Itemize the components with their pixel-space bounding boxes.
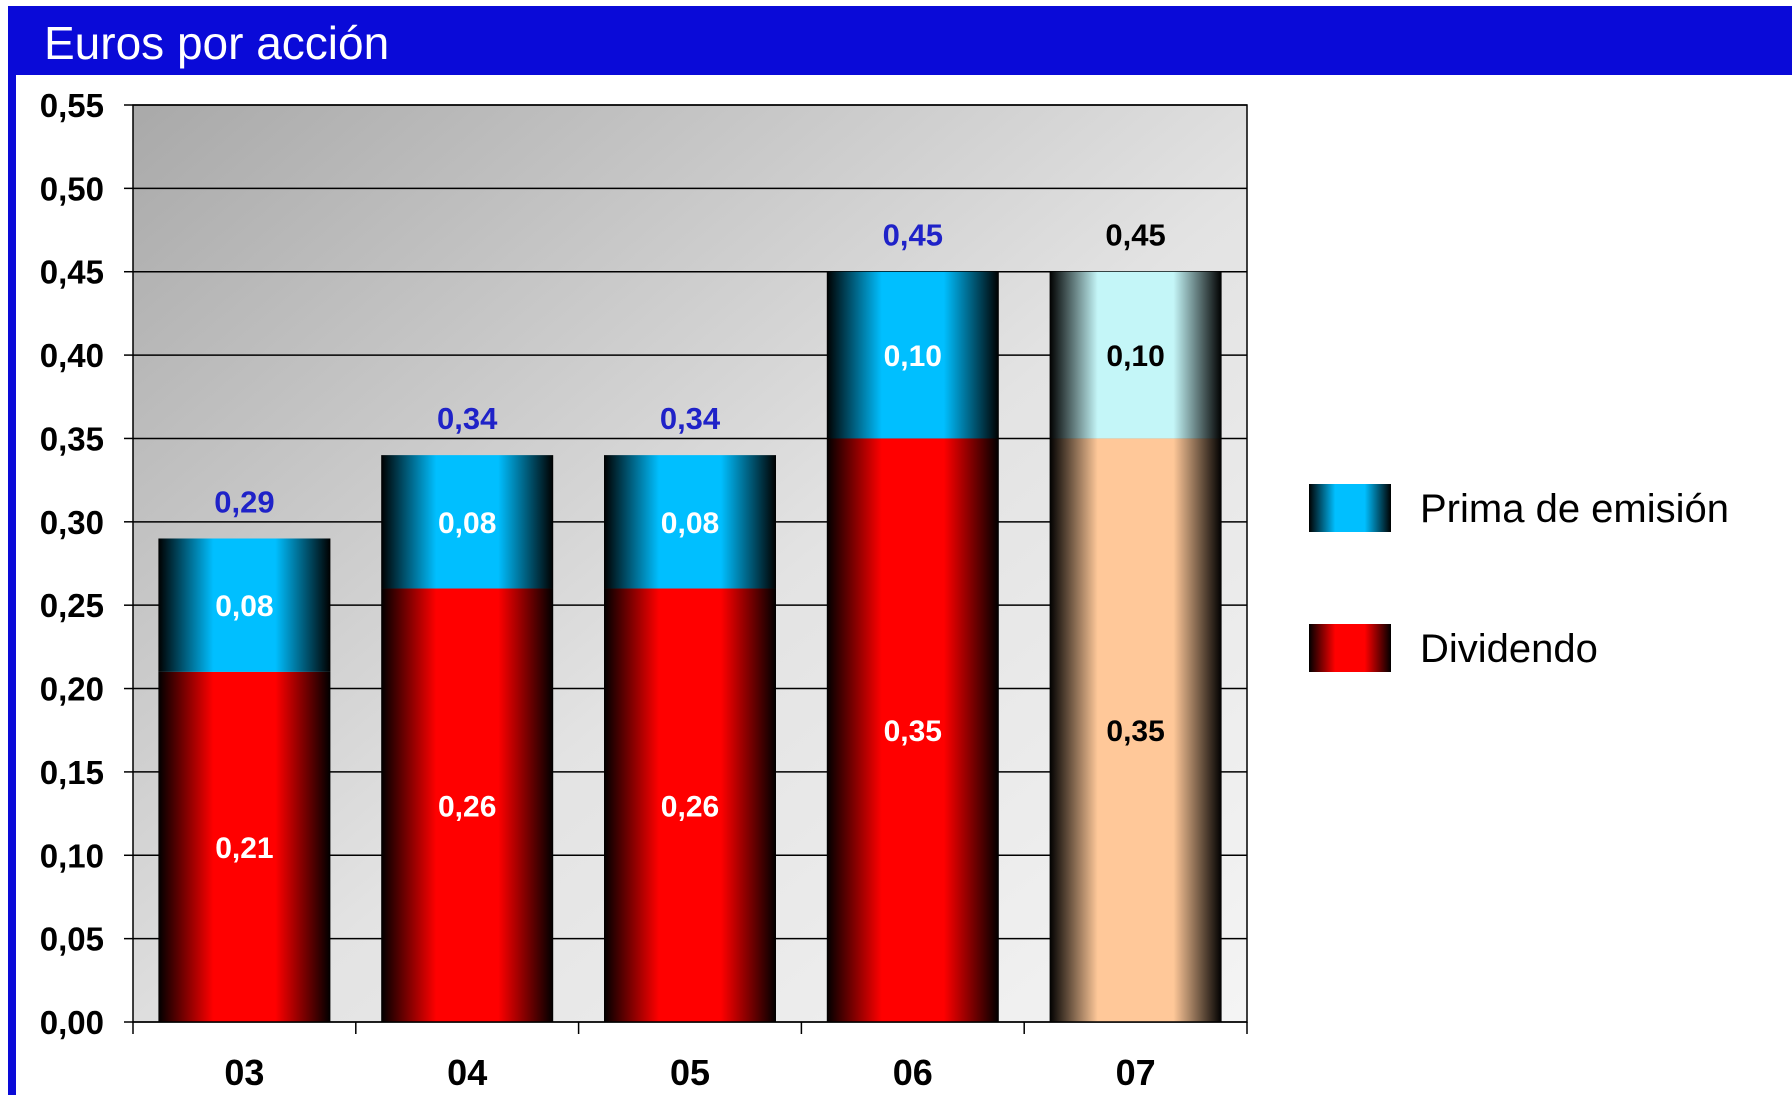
plot-border: [132, 104, 1248, 1023]
data-label-prima: 0,08: [215, 590, 273, 623]
x-category-label: 05: [670, 1052, 710, 1093]
bar-prima-de-emision: [604, 455, 776, 589]
legend: Prima de emisión Dividendo: [1309, 484, 1729, 672]
bar-prima-de-emision: [1049, 271, 1222, 439]
y-tick-label: 0,30: [40, 504, 104, 541]
bar-dividendo: [158, 671, 331, 1022]
y-tick-label: 0,20: [40, 671, 104, 708]
y-tick-label: 0,50: [40, 170, 104, 207]
data-label-total: 0,34: [660, 401, 721, 436]
x-category-label: 03: [224, 1052, 264, 1093]
bar-dividendo: [381, 588, 554, 1022]
data-label-dividendo: 0,35: [884, 715, 942, 748]
page-title: Euros por acción: [44, 17, 390, 69]
data-label-total: 0,29: [214, 484, 274, 519]
data-label-total: 0,45: [1105, 218, 1165, 253]
data-label-dividendo: 0,26: [661, 790, 719, 823]
data-label-prima: 0,10: [884, 340, 942, 373]
data-label-dividendo: 0,21: [215, 832, 273, 865]
title-bar: Euros por acción: [8, 6, 1792, 75]
bar-dividendo: [826, 438, 999, 1022]
legend-label: Dividendo: [1420, 627, 1598, 671]
legend-label: Prima de emisión: [1420, 487, 1729, 531]
y-tick-label: 0,55: [40, 87, 104, 124]
y-tick-label: 0,10: [40, 837, 104, 874]
y-tick-label: 0,45: [40, 254, 104, 291]
data-label-total: 0,34: [437, 401, 498, 436]
y-tick-label: 0,35: [40, 420, 104, 457]
data-label-dividendo: 0,35: [1106, 715, 1164, 748]
data-label-prima: 0,10: [1106, 340, 1164, 373]
bar-dividendo: [1049, 438, 1222, 1022]
data-labels: 0,21 0,08 0,29 0,26 0,08 0,34 0,26 0,08 0,34 0,35…: [214, 218, 1166, 865]
y-tick-label: 0,05: [40, 921, 104, 958]
data-label-prima: 0,08: [661, 507, 719, 540]
x-category-label: 04: [447, 1052, 487, 1093]
bar-dividendo: [604, 588, 776, 1022]
y-tick-label: 0,25: [40, 587, 104, 624]
legend-swatch: [1309, 484, 1391, 532]
data-label-dividendo: 0,26: [438, 790, 496, 823]
bars: [158, 271, 1222, 1022]
y-tick-label: 0,40: [40, 337, 104, 374]
y-tick-label: 0,15: [40, 754, 104, 791]
bar-prima-de-emision: [158, 538, 331, 672]
bar-prima-de-emision: [826, 271, 999, 439]
bar-prima-de-emision: [381, 455, 554, 589]
axes: 0,00 0,05 0,10 0,15 0,20 0,25 0,30 0,35 0,40 0,45…: [40, 87, 1248, 1093]
legend-swatch: [1309, 624, 1391, 672]
data-label-prima: 0,08: [438, 507, 496, 540]
y-tick-label: 0,00: [40, 1004, 104, 1041]
x-category-label: 06: [893, 1052, 933, 1093]
x-category-label: 07: [1116, 1052, 1156, 1093]
data-label-total: 0,45: [883, 218, 943, 253]
